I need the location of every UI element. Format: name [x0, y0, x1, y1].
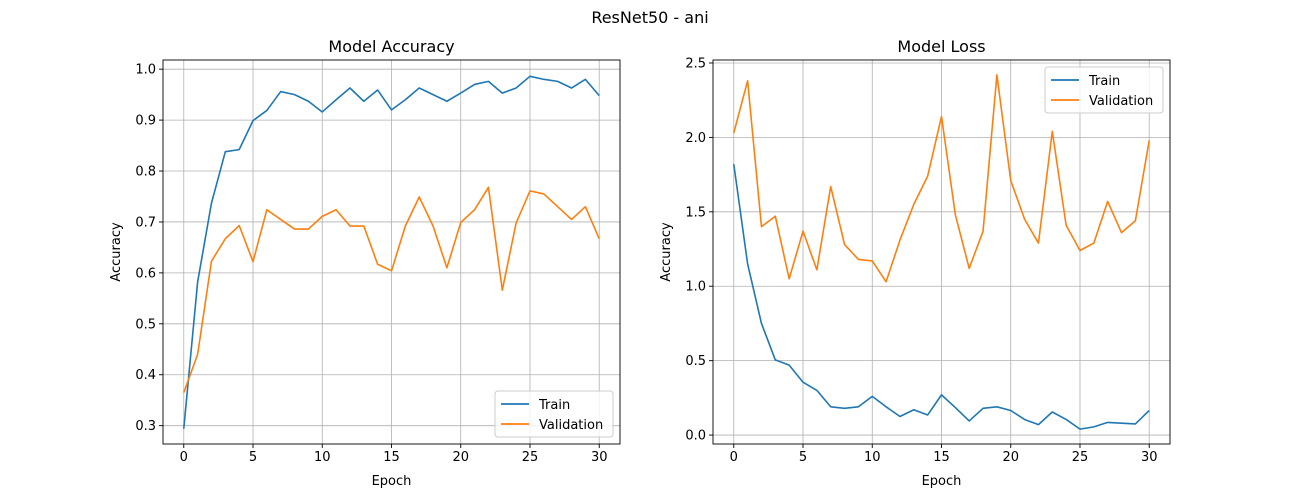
x-tick-label: 30 — [1141, 450, 1158, 465]
y-tick-label: 0.0 — [685, 429, 706, 444]
series-line-train — [182, 75, 600, 429]
legend: Train Validation — [494, 390, 614, 438]
chart-panels: 0 5 10 15 20 25 30 0.3 0.4 0.5 0.6 0.7 0.8 0.9 1.0 Mode… — [109, 37, 1171, 489]
x-tick-label: 5 — [799, 450, 807, 465]
y-axis-label: Accuracy — [659, 222, 674, 282]
legend: Train Validation — [1044, 66, 1164, 114]
series-line-validation — [183, 186, 600, 393]
series-line-validation — [732, 74, 1151, 283]
y-tick-label: 1.5 — [685, 205, 706, 220]
figure-suptitle: ResNet50 - ani — [591, 8, 708, 27]
y-axis-ticks: 0.3 0.4 0.5 0.6 0.7 0.8 0.9 1.0 — [135, 63, 163, 434]
y-tick-label: 0.5 — [685, 354, 706, 369]
x-tick-label: 15 — [383, 450, 400, 465]
x-tick-label: 25 — [522, 450, 539, 465]
x-tick-label: 25 — [1072, 450, 1089, 465]
y-tick-label: 0.4 — [135, 368, 156, 383]
legend-box — [494, 390, 614, 438]
y-tick-label: 0.9 — [135, 114, 156, 129]
grid-lines — [713, 60, 1170, 444]
x-axis-label: Epoch — [372, 474, 412, 489]
x-tick-label: 10 — [314, 450, 331, 465]
chart-title: Model Accuracy — [328, 37, 454, 56]
legend-label-train: Train — [1088, 74, 1120, 89]
legend-label-train: Train — [538, 398, 570, 413]
y-tick-label: 2.5 — [685, 56, 706, 71]
y-axis-ticks: 0.0 0.5 1.0 1.5 2.0 2.5 — [685, 56, 713, 444]
legend-label-validation: Validation — [539, 418, 603, 433]
y-tick-label: 0.8 — [135, 165, 156, 180]
x-tick-label: 10 — [864, 450, 881, 465]
y-tick-label: 1.0 — [685, 280, 706, 295]
x-tick-label: 15 — [933, 450, 950, 465]
x-axis-ticks: 0 5 10 15 20 25 30 — [180, 444, 608, 465]
y-tick-label: 0.6 — [135, 266, 156, 281]
x-tick-label: 20 — [452, 450, 469, 465]
x-axis-label: Epoch — [922, 474, 962, 489]
y-tick-label: 1.0 — [135, 63, 156, 78]
x-tick-label: 20 — [1002, 450, 1019, 465]
legend-label-validation: Validation — [1089, 94, 1153, 109]
y-tick-label: 0.7 — [135, 215, 156, 230]
chart-panel-accuracy: 0 5 10 15 20 25 30 0.3 0.4 0.5 0.6 0.7 0.8 0.9 1.0 Mode… — [109, 37, 621, 489]
series-line-train — [732, 164, 1150, 430]
grid-lines — [163, 60, 620, 444]
y-tick-label: 2.0 — [685, 131, 706, 146]
y-axis-label: Accuracy — [109, 222, 124, 282]
chart-title: Model Loss — [897, 37, 985, 56]
x-tick-label: 5 — [249, 450, 257, 465]
chart-panel-loss: 0 5 10 15 20 25 30 0.0 0.5 1.0 1.5 2.0 2.5 Model Loss… — [659, 37, 1171, 489]
x-axis-ticks: 0 5 10 15 20 25 30 — [730, 444, 1158, 465]
x-tick-label: 0 — [180, 450, 188, 465]
y-tick-label: 0.3 — [135, 419, 156, 434]
y-tick-label: 0.5 — [135, 317, 156, 332]
x-tick-label: 0 — [730, 450, 738, 465]
legend-box — [1044, 66, 1164, 114]
x-tick-label: 30 — [591, 450, 608, 465]
